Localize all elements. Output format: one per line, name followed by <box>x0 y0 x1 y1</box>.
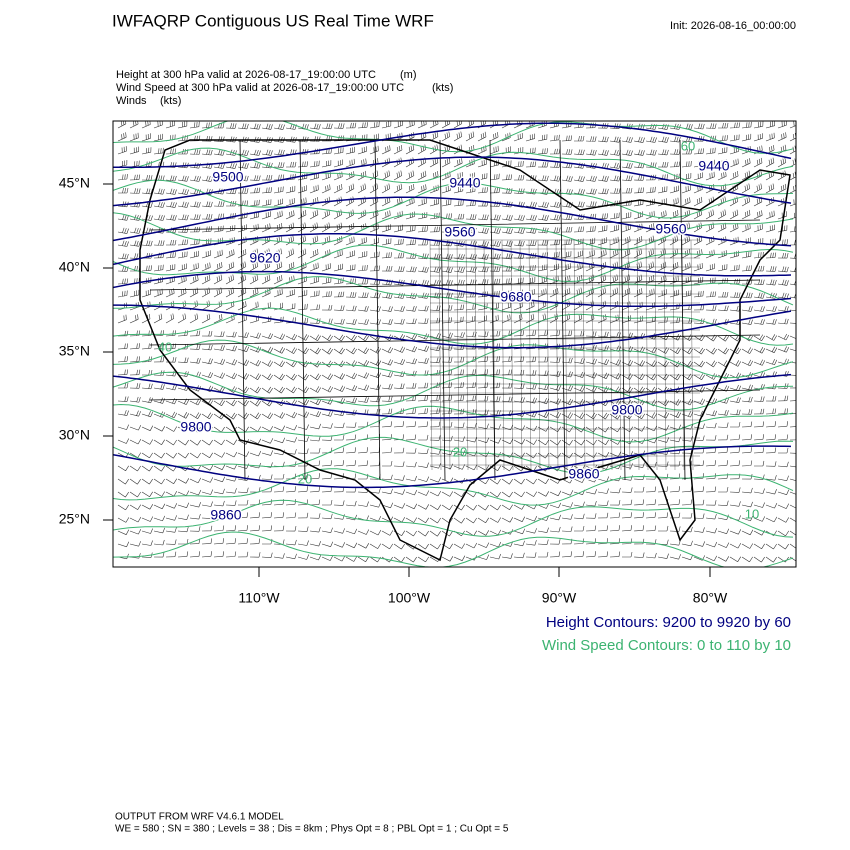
lat-label: 25°N <box>59 511 90 527</box>
field-label: Wind Speed at 300 hPa valid at 2026-08-1… <box>116 82 404 94</box>
wind-barbs <box>117 121 796 563</box>
height-contour-label: 9860 <box>210 507 241 523</box>
map: 9500 9440 9440 9560 9560 9620 9680 9800 9800 9860… <box>113 121 796 567</box>
height-contour-label: 9860 <box>568 466 599 482</box>
field-units: (kts) <box>160 95 181 107</box>
wind-contour-label: 40 <box>158 339 172 354</box>
lon-label: 110°W <box>238 590 280 606</box>
wind-contour <box>113 371 794 411</box>
height-contour <box>113 304 792 349</box>
wind-contour-label: 20 <box>453 444 467 459</box>
axes: 45°N 40°N 35°N 30°N 25°N 110°W 100°W 90°W 80°W <box>59 175 728 606</box>
coastline <box>139 139 791 562</box>
field-units: (m) <box>400 69 417 81</box>
height-contour-label: 9800 <box>611 402 642 418</box>
lat-label: 30°N <box>59 427 90 443</box>
height-contour <box>113 270 792 308</box>
lon-label: 100°W <box>388 590 431 606</box>
wind-contour <box>113 468 794 506</box>
field-units: (kts) <box>432 82 453 94</box>
wind-contour <box>113 307 794 346</box>
wind-contour <box>113 339 794 379</box>
title: IWFAQRP Contiguous US Real Time WRF <box>112 11 434 30</box>
wind-contour <box>113 212 794 251</box>
lat-label: 45°N <box>59 175 90 191</box>
wind-contour-label: 60 <box>681 138 695 153</box>
map-frame <box>112 120 797 568</box>
wind-contour-label: 20 <box>298 471 312 486</box>
lon-label: 80°W <box>693 590 728 606</box>
wind-legend: Wind Speed Contours: 0 to 110 by 10 <box>542 637 791 654</box>
wind-contour <box>113 179 794 219</box>
wind-contour <box>113 147 794 187</box>
county-borders <box>429 239 700 471</box>
wind-contour-label: 10 <box>745 506 759 521</box>
footer-model: OUTPUT FROM WRF V4.6.1 MODEL <box>115 812 284 823</box>
wind-contour <box>113 436 794 475</box>
height-contour <box>113 156 792 207</box>
height-contour-label: 9440 <box>449 175 480 191</box>
height-contour <box>113 373 792 419</box>
height-contour-label: 9680 <box>500 289 531 305</box>
lat-label: 40°N <box>59 259 90 275</box>
field-label: Winds <box>116 95 147 107</box>
height-contour-label: 9560 <box>444 224 475 240</box>
height-contour-label: 9440 <box>698 158 729 174</box>
lat-label: 35°N <box>59 343 90 359</box>
wind-contour <box>113 499 794 538</box>
wind-contour <box>113 403 794 443</box>
wind-contour <box>113 531 794 567</box>
footer-settings: WE = 580 ; SN = 380 ; Levels = 38 ; Dis … <box>115 824 509 835</box>
height-legend: Height Contours: 9200 to 9920 by 60 <box>546 614 791 631</box>
height-contour-label: 9500 <box>212 169 243 185</box>
height-contour-label: 9800 <box>180 419 211 435</box>
height-contour <box>113 445 792 489</box>
lon-label: 90°W <box>542 590 577 606</box>
wind-contour <box>113 276 794 314</box>
height-contour-label: 9620 <box>249 250 280 266</box>
height-contour <box>113 233 792 277</box>
init-time: Init: 2026-08-16_00:00:00 <box>670 20 796 32</box>
height-contour <box>113 196 792 247</box>
field-label: Height at 300 hPa valid at 2026-08-17_19… <box>116 69 376 81</box>
height-contour-label: 9560 <box>655 221 686 237</box>
height-contour <box>113 122 792 169</box>
